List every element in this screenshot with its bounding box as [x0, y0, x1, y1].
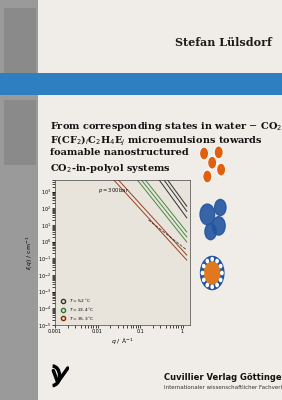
- Circle shape: [215, 200, 226, 216]
- Text: Stefan Lülsdorf: Stefan Lülsdorf: [175, 36, 272, 48]
- Circle shape: [206, 260, 208, 263]
- Text: F(CF$_2$)$_i$C$_2$H$_4$E$_j$ microemulsions towards: F(CF$_2$)$_i$C$_2$H$_4$E$_j$ microemulsi…: [50, 134, 263, 148]
- Bar: [4, 100, 36, 165]
- Circle shape: [204, 262, 220, 284]
- Circle shape: [208, 157, 216, 168]
- Text: CO$_2$-in-polyol systems: CO$_2$-in-polyol systems: [50, 162, 171, 175]
- Circle shape: [216, 260, 218, 263]
- X-axis label: $q$ / Å$^{-1}$: $q$ / Å$^{-1}$: [111, 337, 134, 347]
- Bar: [0, 73, 282, 95]
- Circle shape: [200, 148, 208, 159]
- Circle shape: [200, 204, 215, 225]
- Circle shape: [203, 264, 205, 268]
- Circle shape: [211, 285, 213, 288]
- Circle shape: [201, 271, 204, 275]
- Text: Cuvillier Verlag Göttingen: Cuvillier Verlag Göttingen: [164, 372, 282, 382]
- Text: Internationaler wissenschaftlicher Fachverlag: Internationaler wissenschaftlicher Fachv…: [164, 384, 282, 390]
- Text: foamable nanostructured: foamable nanostructured: [50, 148, 189, 157]
- Circle shape: [215, 146, 223, 158]
- Bar: [4, 8, 36, 80]
- Bar: [0, 0, 38, 400]
- Legend: $T = 5.2\,^{\circ}$C, $T = 23.4\,^{\circ}$C, $T = 35.3\,^{\circ}$C: $T = 5.2\,^{\circ}$C, $T = 23.4\,^{\circ…: [57, 296, 95, 323]
- Circle shape: [201, 256, 224, 290]
- Circle shape: [206, 283, 208, 286]
- Circle shape: [221, 271, 223, 275]
- Text: $p = 300\,$bar: $p = 300\,$bar: [98, 186, 130, 195]
- Circle shape: [211, 258, 213, 261]
- Circle shape: [216, 283, 218, 286]
- Circle shape: [203, 171, 212, 182]
- Circle shape: [219, 278, 222, 282]
- Y-axis label: $I(q)$ / cm$^{-1}$: $I(q)$ / cm$^{-1}$: [25, 235, 35, 270]
- Text: From corresponding states in water $-$ CO$_2$ $-$: From corresponding states in water $-$ C…: [50, 120, 282, 133]
- Circle shape: [205, 224, 216, 240]
- Circle shape: [219, 264, 222, 268]
- Circle shape: [203, 278, 205, 282]
- Circle shape: [217, 164, 225, 175]
- Circle shape: [212, 217, 225, 235]
